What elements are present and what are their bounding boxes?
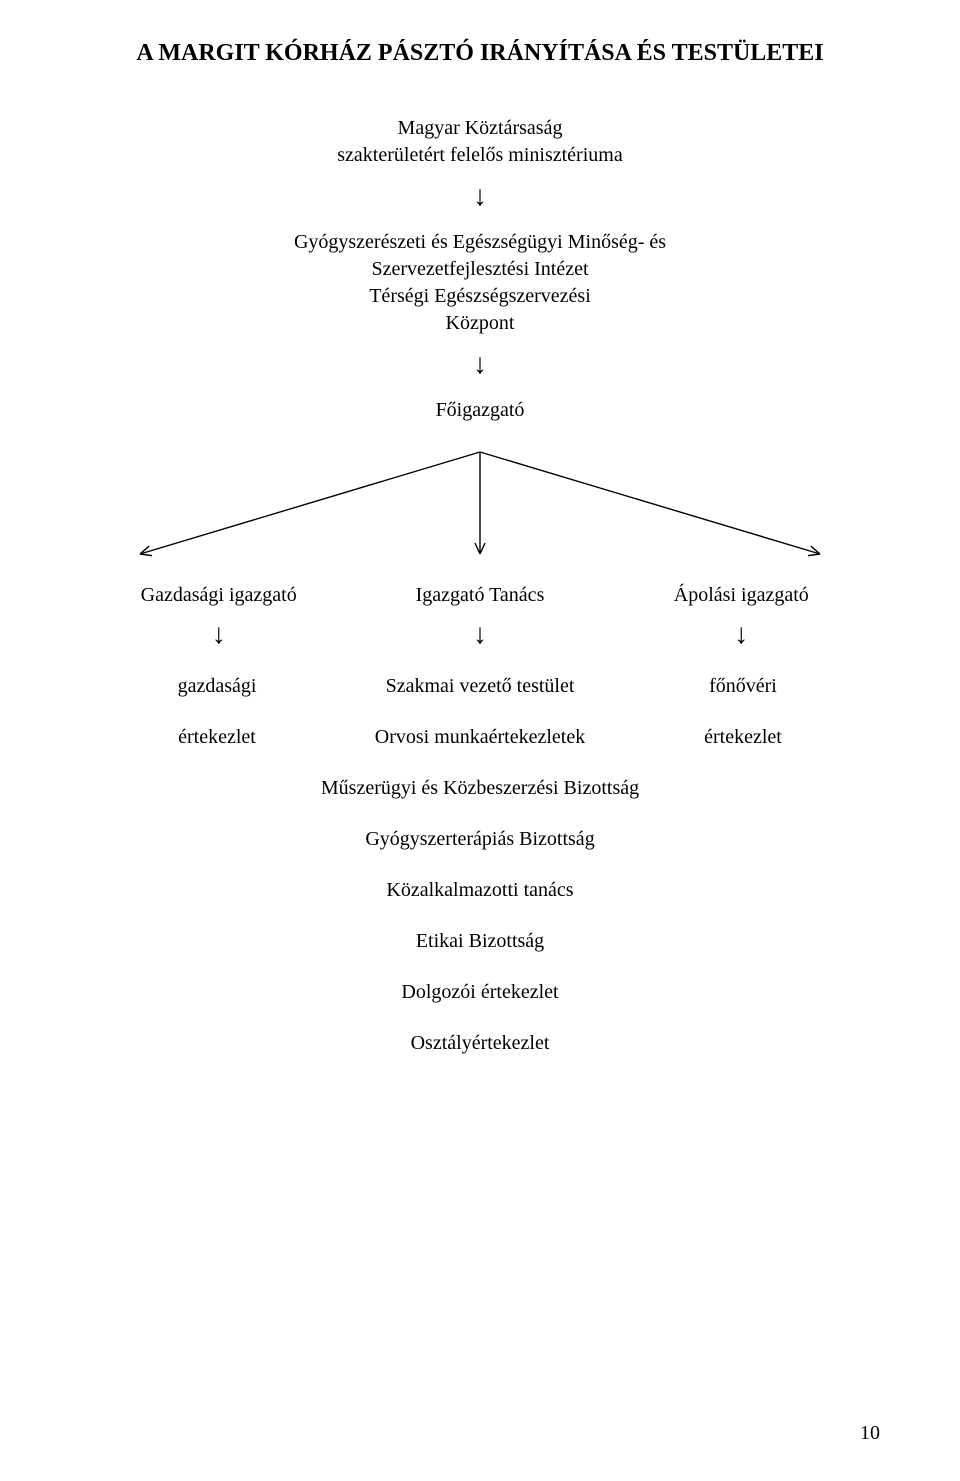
hierarchy-level-3: Főigazgató <box>80 397 880 424</box>
level2-line4: Központ <box>80 310 880 337</box>
branch-arrows-row: ↓ ↓ ↓ <box>90 621 870 649</box>
branch-left: Gazdasági igazgató <box>90 584 347 607</box>
sub-mid-item: Szakmai vezető testület <box>324 675 636 698</box>
level2-line3: Térségi Egészségszervezési <box>80 283 880 310</box>
sub-left-line1: gazdasági <box>90 675 324 698</box>
branch-row: Gazdasági igazgató Igazgató Tanács Ápolá… <box>90 584 870 607</box>
sub-right-line2: értekezlet <box>636 726 870 749</box>
sub-mid-item: Dolgozói értekezlet <box>80 981 880 1004</box>
arrow-down-icon: ↓ <box>80 183 880 211</box>
page-number: 10 <box>860 1422 880 1445</box>
sub-mid-item: Osztályértekezlet <box>80 1032 880 1055</box>
sub-mid-item: Műszerügyi és Közbeszerzési Bizottság <box>80 777 880 800</box>
sub-row-1: gazdasági Szakmai vezető testület főnővé… <box>90 675 870 698</box>
sub-mid-item: Gyógyszerterápiás Bizottság <box>80 828 880 851</box>
hierarchy-level-1: Magyar Köztársaság szakterületért felelő… <box>80 115 880 169</box>
arrow-down-icon: ↓ <box>613 621 870 649</box>
level1-line2: szakterületért felelős minisztériuma <box>80 142 880 169</box>
branch-right: Ápolási igazgató <box>613 584 870 607</box>
sub-left-line2: értekezlet <box>90 726 324 749</box>
level1-line1: Magyar Köztársaság <box>80 115 880 142</box>
branching-arrows <box>100 444 860 574</box>
hierarchy-level-2: Gyógyszerészeti és Egészségügyi Minőség-… <box>80 229 880 337</box>
sub-mid-item: Orvosi munkaértekezletek <box>324 726 636 749</box>
arrow-down-icon: ↓ <box>80 351 880 379</box>
level2-line2: Szervezetfejlesztési Intézet <box>80 256 880 283</box>
page-title: A MARGIT KÓRHÁZ PÁSZTÓ IRÁNYÍTÁSA ÉS TES… <box>80 40 880 67</box>
sub-row-2: értekezlet Orvosi munkaértekezletek érte… <box>90 726 870 749</box>
sub-mid-item: Etikai Bizottság <box>80 930 880 953</box>
sub-mid-item: Közalkalmazotti tanács <box>80 879 880 902</box>
branch-mid: Igazgató Tanács <box>351 584 608 607</box>
level2-line1: Gyógyszerészeti és Egészségügyi Minőség-… <box>80 229 880 256</box>
arrow-down-icon: ↓ <box>90 621 347 649</box>
sub-right-line1: főnővéri <box>636 675 870 698</box>
arrow-down-icon: ↓ <box>351 621 608 649</box>
